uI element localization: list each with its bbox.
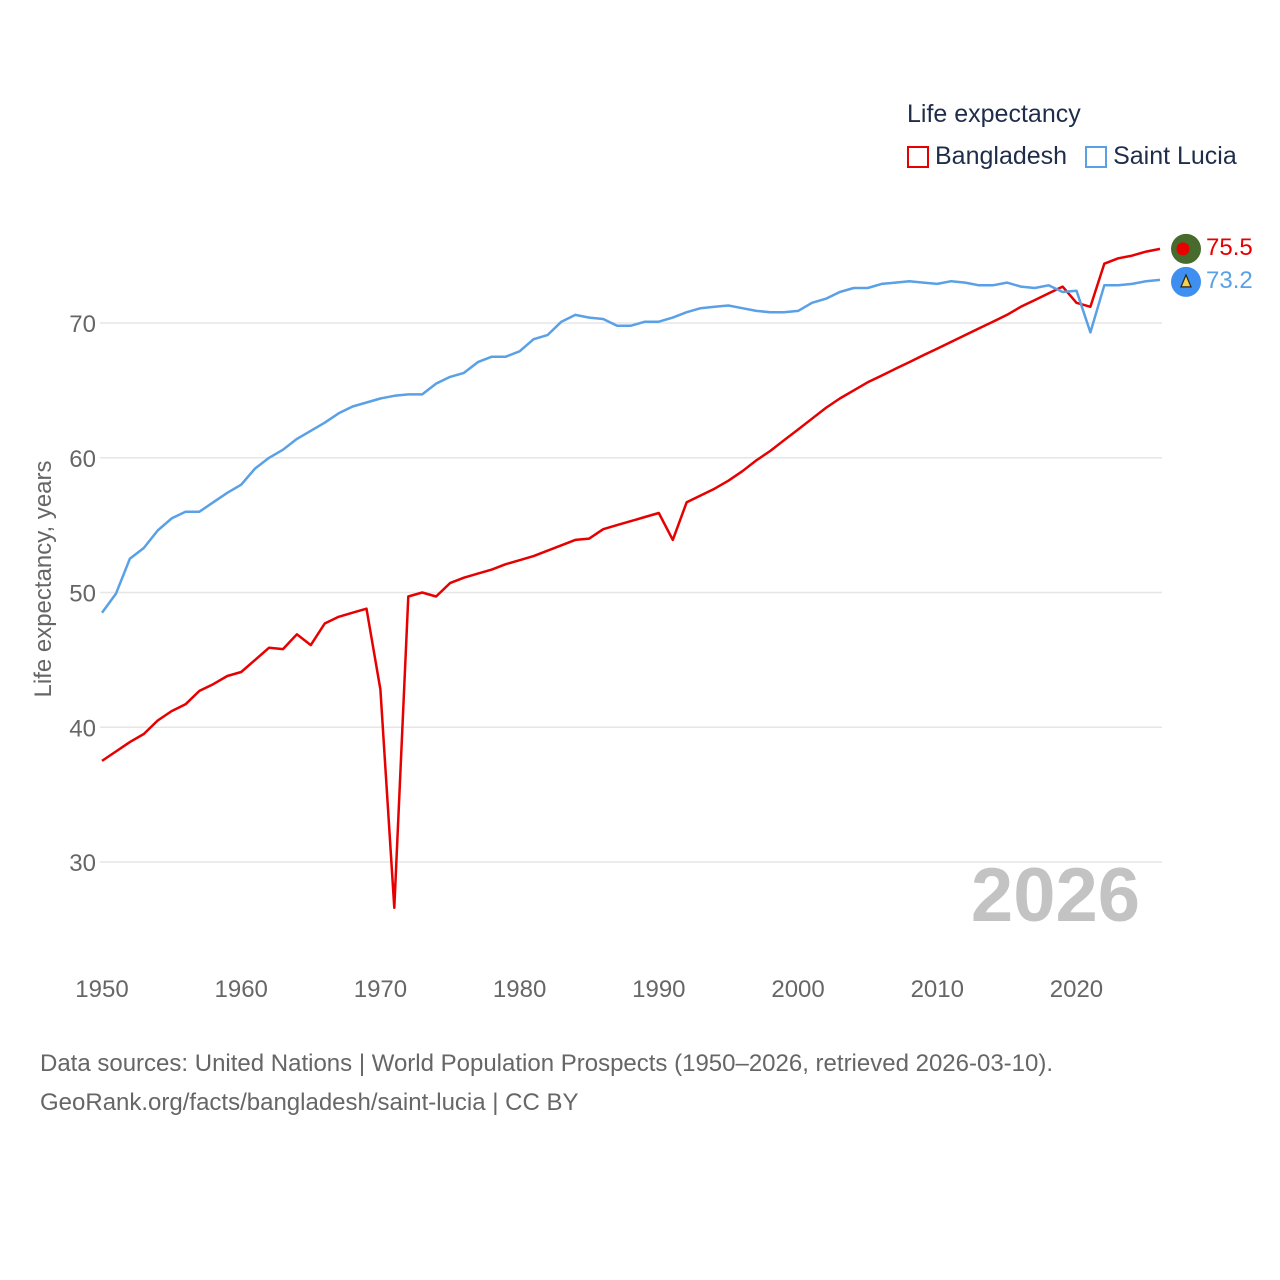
y-tick-label: 50 [69,581,96,608]
legend-item-bangladesh[interactable]: Bangladesh [907,142,1067,171]
legend-title: Life expectancy [907,100,1081,128]
y-tick-label: 30 [69,850,96,877]
legend-swatch-bangladesh [907,145,929,168]
legend-label-saint-lucia: Saint Lucia [1113,142,1237,170]
grid-lines [100,322,1162,863]
x-tick-label: 2010 [911,976,964,1003]
saint-lucia-end-value: 73.2 [1206,266,1253,294]
x-axis-ticks: 1950 1960 1970 1980 1990 2000 2010 2020 [75,976,1103,1003]
y-axis-ticks: 30 40 50 60 70 [69,311,96,877]
legend: Bangladesh Saint Lucia [907,142,1255,171]
x-tick-label: 2020 [1050,976,1103,1003]
saint-lucia-flag-icon [1171,266,1201,297]
bangladesh-end-value: 75.5 [1206,233,1253,261]
y-axis-label: Life expectancy, years [30,460,57,698]
x-tick-label: 1980 [493,976,546,1003]
bangladesh-flag-icon [1171,233,1201,264]
current-year-label: 2026 [970,853,1140,938]
footer-source: Data sources: United Nations | World Pop… [40,1044,1053,1122]
x-tick-label: 1950 [75,976,128,1003]
series-lines [100,247,1161,910]
footer-link-line: GeoRank.org/facts/bangladesh/saint-lucia… [40,1089,579,1116]
series-line-saint-lucia [100,278,1161,614]
y-tick-label: 60 [69,446,96,473]
legend-item-saint-lucia[interactable]: Saint Lucia [1085,142,1237,171]
y-tick-label: 70 [69,311,96,338]
x-tick-label: 1990 [632,976,685,1003]
series-line-bangladesh [101,247,1161,910]
legend-label-bangladesh: Bangladesh [935,142,1068,170]
y-tick-label: 40 [69,715,96,742]
end-markers [1171,233,1201,297]
x-tick-label: 1970 [354,976,407,1003]
footer-sources-line: Data sources: United Nations | World Pop… [40,1050,1054,1077]
x-tick-label: 1960 [215,976,268,1003]
legend-swatch-saint-lucia [1085,145,1108,168]
x-tick-label: 2000 [771,976,824,1003]
